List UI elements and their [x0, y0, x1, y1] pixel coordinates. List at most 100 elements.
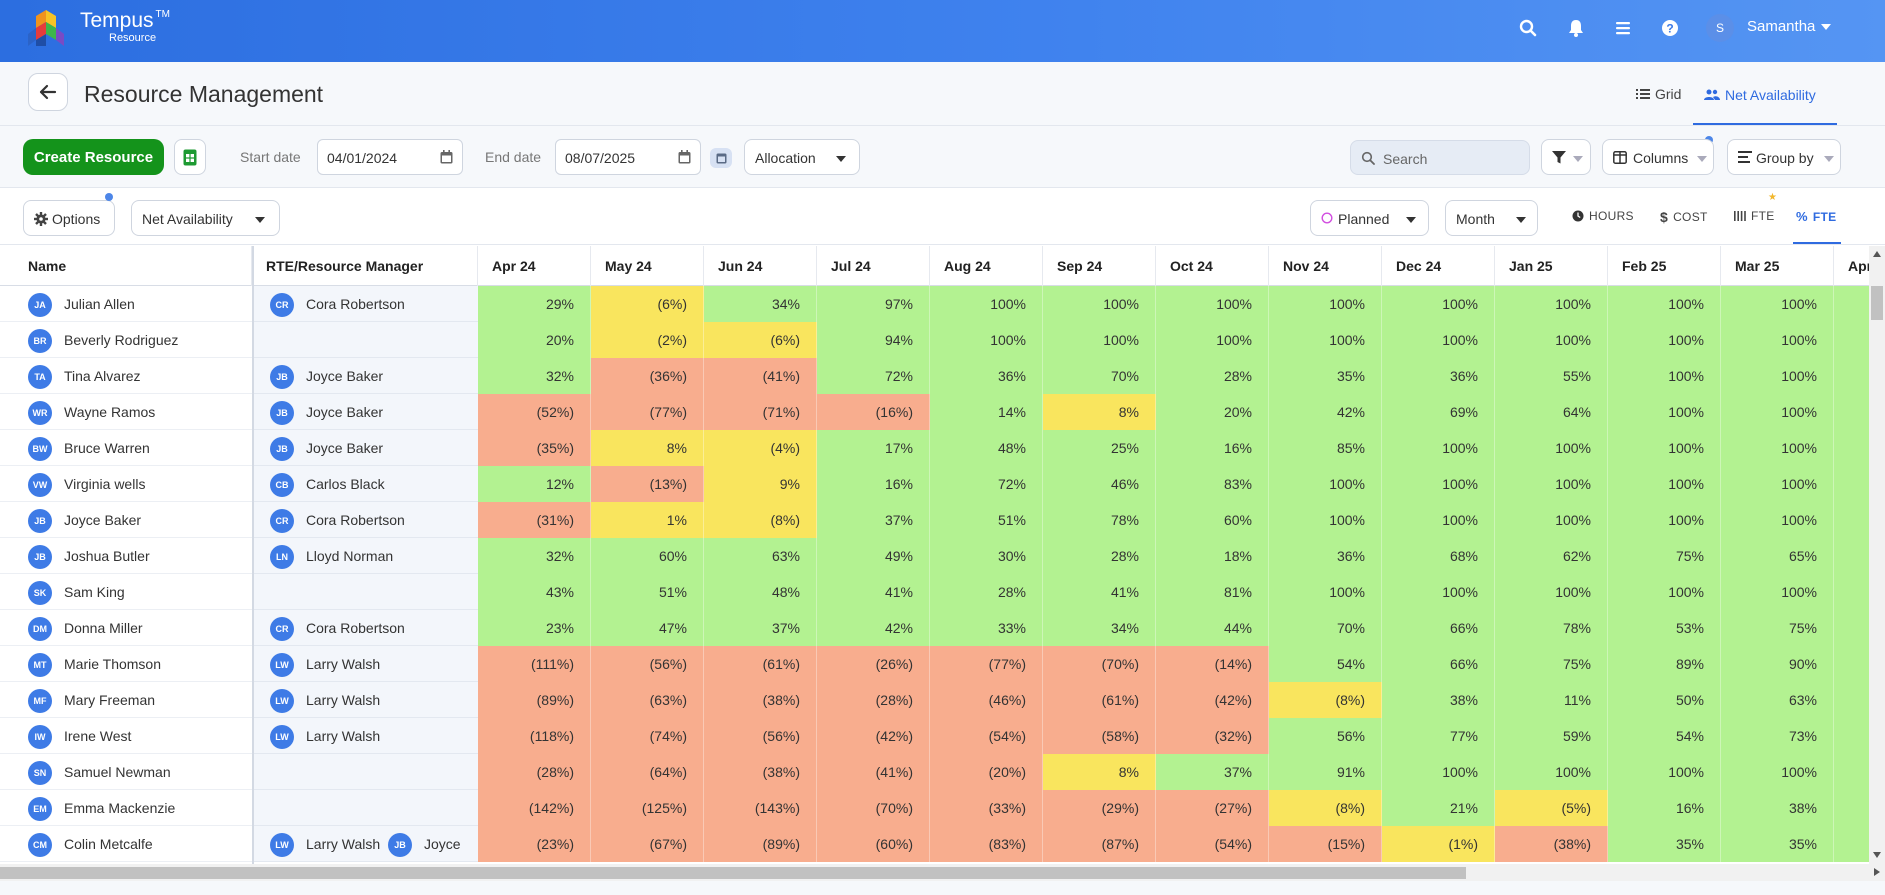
availability-cell[interactable]: 33%	[930, 610, 1043, 646]
availability-cell[interactable]: 37%	[817, 502, 930, 538]
availability-cell[interactable]: (64%)	[591, 754, 704, 790]
availability-cell[interactable]	[1834, 718, 1869, 754]
start-date-field[interactable]: 04/01/2024	[317, 139, 463, 175]
availability-cell[interactable]: 41%	[817, 574, 930, 610]
column-header-month[interactable]: Mar 25	[1721, 246, 1834, 286]
availability-cell[interactable]: 42%	[1269, 394, 1382, 430]
availability-cell[interactable]: (89%)	[478, 682, 591, 718]
resource-name-cell[interactable]: EM Emma Mackenzie	[0, 790, 252, 826]
availability-cell[interactable]: 42%	[817, 610, 930, 646]
availability-cell[interactable]: (42%)	[817, 718, 930, 754]
column-header-month[interactable]: Jul 24	[817, 246, 930, 286]
manager-cell[interactable]: LN Lloyd Norman	[252, 538, 478, 574]
column-header-month[interactable]: Jun 24	[704, 246, 817, 286]
resource-name-cell[interactable]: IW Irene West	[0, 718, 252, 754]
resource-name[interactable]: Julian Allen	[64, 296, 135, 312]
menu-icon[interactable]	[1613, 18, 1635, 40]
availability-cell[interactable]: 100%	[1608, 394, 1721, 430]
availability-cell[interactable]: (42%)	[1156, 682, 1269, 718]
manager-cell[interactable]: JB Joyce Baker	[252, 358, 478, 394]
resource-name[interactable]: Sam King	[64, 584, 125, 600]
manager-cell[interactable]	[252, 754, 478, 790]
resource-name-cell[interactable]: BR Beverly Rodriguez	[0, 322, 252, 358]
availability-cell[interactable]	[1834, 502, 1869, 538]
manager-name[interactable]: Joyce	[424, 836, 461, 852]
availability-cell[interactable]: 100%	[1156, 322, 1269, 358]
availability-cell[interactable]: 35%	[1608, 826, 1721, 862]
table-row[interactable]: SK Sam King 43% 51% 48% 41% 28% 41% 81% 100% 100% 1…	[0, 574, 1869, 610]
measure-hours-button[interactable]: HOURS	[1572, 209, 1634, 223]
availability-cell[interactable]	[1834, 646, 1869, 682]
manager-name[interactable]: Joyce Baker	[306, 440, 384, 456]
table-row[interactable]: CM Colin Metcalfe LW Larry Walsh JB Joyce (23%…	[0, 826, 1869, 862]
availability-cell[interactable]: 100%	[930, 286, 1043, 322]
availability-cell[interactable]: 28%	[1043, 538, 1156, 574]
manager-name[interactable]: Larry Walsh	[306, 836, 381, 852]
column-header-month[interactable]: Feb 25	[1608, 246, 1721, 286]
availability-cell[interactable]: 100%	[1382, 466, 1495, 502]
manager-cell[interactable]: LW Larry Walsh JB Joyce	[252, 826, 478, 862]
availability-cell[interactable]: 64%	[1495, 394, 1608, 430]
availability-cell[interactable]: 70%	[1269, 610, 1382, 646]
resource-name[interactable]: Wayne Ramos	[64, 404, 156, 420]
availability-cell[interactable]: 100%	[1495, 286, 1608, 322]
availability-cell[interactable]: 41%	[1043, 574, 1156, 610]
availability-cell[interactable]: 28%	[1156, 358, 1269, 394]
availability-cell[interactable]: 100%	[1269, 502, 1382, 538]
availability-cell[interactable]: 34%	[704, 286, 817, 322]
column-header-month[interactable]: Apr 24	[478, 246, 591, 286]
availability-cell[interactable]: (31%)	[478, 502, 591, 538]
table-row[interactable]: IW Irene West LW Larry Walsh (118%) (74%) (56%…	[0, 718, 1869, 754]
availability-cell[interactable]: 100%	[1156, 286, 1269, 322]
user-name[interactable]: Samantha	[1747, 18, 1816, 35]
manager-cell[interactable]: LW Larry Walsh	[252, 646, 478, 682]
availability-cell[interactable]: 85%	[1269, 430, 1382, 466]
availability-cell[interactable]: 100%	[1721, 286, 1834, 322]
resource-name-cell[interactable]: MT Marie Thomson	[0, 646, 252, 682]
availability-cell[interactable]	[1834, 322, 1869, 358]
availability-cell[interactable]: 18%	[1156, 538, 1269, 574]
availability-cell[interactable]: (13%)	[591, 466, 704, 502]
availability-cell[interactable]: (8%)	[704, 502, 817, 538]
table-row[interactable]: JB Joyce Baker CR Cora Robertson (31%) 1% (8%)…	[0, 502, 1869, 538]
manager-cell[interactable]: JB Joyce Baker	[252, 430, 478, 466]
availability-cell[interactable]: 100%	[1721, 754, 1834, 790]
availability-cell[interactable]: (28%)	[478, 754, 591, 790]
availability-cell[interactable]: 66%	[1382, 646, 1495, 682]
measure-fte-percent-button[interactable]: % FTE	[1796, 209, 1836, 224]
availability-cell[interactable]	[1834, 430, 1869, 466]
availability-cell[interactable]: (5%)	[1495, 790, 1608, 826]
availability-cell[interactable]: (74%)	[591, 718, 704, 754]
availability-cell[interactable]: 16%	[817, 466, 930, 502]
resource-name[interactable]: Marie Thomson	[64, 656, 162, 672]
availability-cell[interactable]: (23%)	[478, 826, 591, 862]
availability-cell[interactable]: 12%	[478, 466, 591, 502]
options-button[interactable]: Options	[23, 200, 115, 236]
availability-cell[interactable]: 38%	[1721, 790, 1834, 826]
availability-cell[interactable]: 9%	[704, 466, 817, 502]
resource-name-cell[interactable]: DM Donna Miller	[0, 610, 252, 646]
resource-name-cell[interactable]: JB Joyce Baker	[0, 502, 252, 538]
availability-cell[interactable]: 100%	[1608, 574, 1721, 610]
column-header-month[interactable]: Nov 24	[1269, 246, 1382, 286]
availability-cell[interactable]: 75%	[1608, 538, 1721, 574]
availability-cell[interactable]: 55%	[1495, 358, 1608, 394]
measure-fte-bars-button[interactable]: FTE	[1734, 209, 1775, 223]
availability-cell[interactable]: 54%	[1269, 646, 1382, 682]
availability-cell[interactable]: 32%	[478, 538, 591, 574]
manager-name[interactable]: Cora Robertson	[306, 512, 405, 528]
manager-cell[interactable]: LW Larry Walsh	[252, 682, 478, 718]
availability-cell[interactable]: 100%	[1495, 574, 1608, 610]
table-row[interactable]: BR Beverly Rodriguez 20% (2%) (6%) 94% 100% 100…	[0, 322, 1869, 358]
availability-cell[interactable]: (77%)	[591, 394, 704, 430]
availability-cell[interactable]: 100%	[1608, 286, 1721, 322]
availability-cell[interactable]: (8%)	[1269, 790, 1382, 826]
availability-cell[interactable]: (52%)	[478, 394, 591, 430]
availability-cell[interactable]: 72%	[930, 466, 1043, 502]
availability-cell[interactable]: (142%)	[478, 790, 591, 826]
table-row[interactable]: WR Wayne Ramos JB Joyce Baker (52%) (77%) (71%…	[0, 394, 1869, 430]
manager-cell[interactable]: CB Carlos Black	[252, 466, 478, 502]
availability-cell[interactable]: 100%	[1382, 322, 1495, 358]
availability-cell[interactable]: (60%)	[817, 826, 930, 862]
availability-cell[interactable]: (54%)	[1156, 826, 1269, 862]
